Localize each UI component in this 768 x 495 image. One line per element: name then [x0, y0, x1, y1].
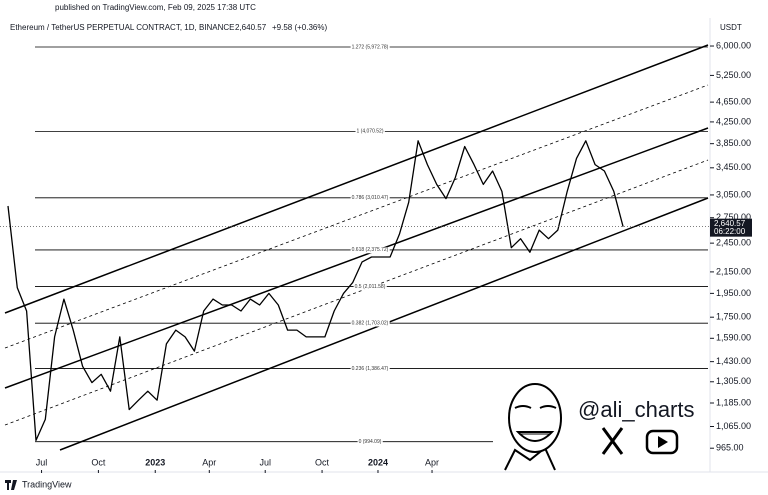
- y-tick-label: 4,250.00: [716, 116, 751, 126]
- fib-label-bg: [350, 247, 390, 254]
- x-tick-label: Apr: [425, 457, 439, 467]
- price-tag-label: 2,640.57: [714, 219, 746, 228]
- x-tick-label: Apr: [202, 457, 216, 467]
- tv-logo: [5, 480, 17, 490]
- fib-label: 0.786 (3,010.47): [352, 195, 389, 201]
- fib-label: 0.5 (2,011.58): [355, 284, 386, 290]
- channel-dashed: [4, 159, 709, 426]
- symbol: Ethereum / TetherUS PERPETUAL CONTRACT, …: [10, 23, 235, 32]
- fib-label: 0.618 (2,375.72): [352, 247, 389, 253]
- fib-label-bg: [353, 283, 387, 290]
- x-tick-label: 2024: [368, 457, 388, 467]
- footer-brand: TradingView: [22, 479, 72, 489]
- fib-label-bg: [357, 438, 383, 445]
- published: published on TradingView.com, Feb 09, 20…: [55, 3, 256, 12]
- x-tick-label: 2023: [145, 457, 165, 467]
- x-tick-label: Oct: [91, 457, 106, 467]
- fib-label-bg: [355, 128, 385, 135]
- fib-label: 0.382 (1,703.02): [352, 321, 389, 327]
- channel-line: [4, 127, 709, 389]
- y-tick-label: 2,750.00: [716, 212, 751, 222]
- y-tick-label: 3,050.00: [716, 189, 751, 199]
- y-tick-label: 3,450.00: [716, 162, 751, 172]
- y-tick-label: 4,650.00: [716, 96, 751, 106]
- x-logo: [601, 427, 624, 455]
- branding: @ali_charts: [495, 372, 709, 471]
- currency: USDT: [720, 23, 742, 32]
- channel-line: [4, 44, 709, 314]
- y-tick-label: 1,430.00: [716, 356, 751, 366]
- avatar: [504, 383, 562, 471]
- y-tick-label: 2,450.00: [716, 238, 751, 248]
- x-tick-label: Jul: [36, 457, 48, 467]
- x-tick-label: Jul: [259, 457, 271, 467]
- fib-label: 0 (994.09): [359, 439, 382, 445]
- fib-label: 1.272 (5,972.78): [352, 44, 389, 50]
- youtube-play: [658, 436, 668, 448]
- plot: 1.272 (5,972.78) 1 (4,070.52) 0.786 (3,010…: [7, 44, 708, 445]
- channel-dashed: [4, 84, 709, 349]
- handle: @ali_charts: [578, 397, 695, 422]
- fib-label-bg: [350, 365, 390, 372]
- fib-label-bg: [350, 320, 390, 327]
- y-tick-label: 1,305.00: [716, 376, 751, 386]
- y-tick-label: 3,850.00: [716, 138, 751, 148]
- y-tick-label: 1,065.00: [716, 421, 751, 431]
- youtube-logo: [645, 429, 679, 455]
- y-tick-label: 965.00: [716, 443, 744, 453]
- change: +9.58 (+0.36%): [272, 23, 327, 32]
- y-tick-label: 1,950.00: [716, 288, 751, 298]
- y-tick-label: 1,185.00: [716, 397, 751, 407]
- y-tick-label: 5,250.00: [716, 70, 751, 80]
- y-tick-label: 2,150.00: [716, 266, 751, 276]
- x-tick-label: Oct: [315, 457, 330, 467]
- y-tick-label: 6,000.00: [716, 40, 751, 50]
- price-tag: [710, 218, 752, 237]
- last: 2,640.57: [235, 23, 267, 32]
- y-tick-label: 1,590.00: [716, 333, 751, 343]
- fib-label: 1 (4,070.52): [357, 129, 384, 135]
- price-line: [7, 140, 624, 442]
- price-tag-countdown: 06:22:00: [714, 227, 746, 236]
- fib-label-bg: [350, 195, 390, 202]
- fib-label: 0.236 (1,386.47): [352, 366, 389, 372]
- fib-label-bg: [350, 44, 390, 51]
- y-tick-label: 1,750.00: [716, 312, 751, 322]
